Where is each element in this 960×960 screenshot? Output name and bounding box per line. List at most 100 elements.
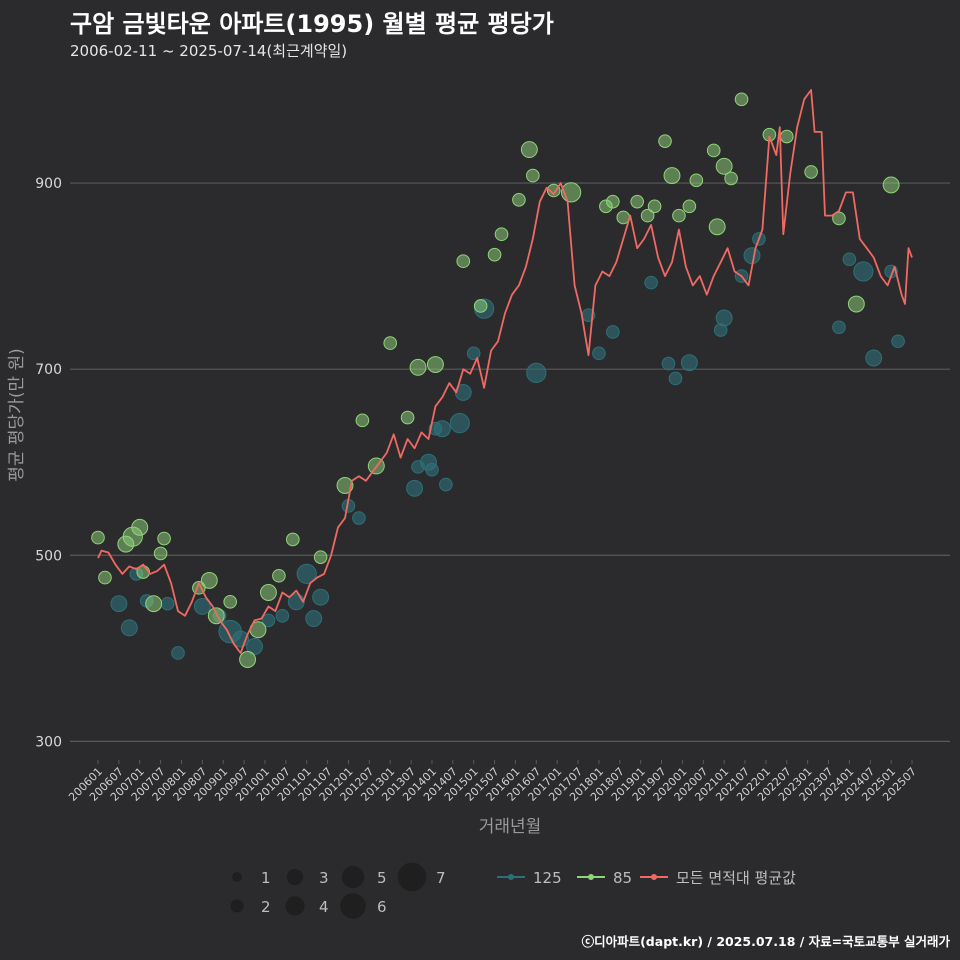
- point-85: [91, 530, 105, 545]
- size-legend-dot: [286, 868, 304, 886]
- point-85: [847, 295, 865, 313]
- point-85: [383, 336, 398, 350]
- point-85: [400, 410, 415, 425]
- point-85: [409, 358, 427, 376]
- point-125: [644, 275, 658, 290]
- point-85: [145, 595, 163, 613]
- point-85: [708, 218, 726, 236]
- point-125: [526, 362, 547, 383]
- point-125: [425, 462, 439, 477]
- point-125: [439, 477, 453, 492]
- size-legend-label: 4: [319, 898, 329, 916]
- point-85: [630, 194, 644, 209]
- point-85: [200, 571, 218, 589]
- size-legend-dot: [397, 862, 427, 892]
- y-tick-label: 500: [35, 548, 62, 564]
- footer-credit: ⓒ디아파트(dapt.kr) / 2025.07.18 / 자료=국토교통부 실…: [581, 934, 950, 949]
- point-85: [734, 92, 749, 107]
- point-85: [689, 173, 704, 188]
- point-125: [661, 356, 676, 371]
- point-85: [487, 247, 502, 262]
- legend-point-key: [651, 874, 657, 880]
- point-125: [449, 413, 470, 434]
- size-legend-label: 2: [261, 898, 271, 916]
- legend-series-label: 모든 면적대 평균값: [676, 869, 796, 887]
- chart-title: 구암 금빛타운 아파트(1995) 월별 평균 평당가: [70, 10, 554, 38]
- point-125: [433, 420, 451, 438]
- point-85: [494, 227, 509, 242]
- y-tick-label: 900: [35, 176, 62, 192]
- point-125: [715, 309, 733, 327]
- point-85: [223, 595, 237, 609]
- point-125: [606, 325, 620, 339]
- size-legend-dot: [285, 896, 305, 916]
- line-all-areas: [97, 89, 913, 654]
- point-85: [260, 584, 277, 601]
- point-125: [853, 261, 874, 282]
- point-125: [110, 595, 128, 613]
- point-85: [157, 531, 171, 546]
- point-85: [672, 208, 686, 223]
- point-125: [171, 646, 185, 660]
- point-85: [131, 518, 149, 536]
- series-85-layer: [91, 92, 900, 668]
- point-125: [406, 479, 424, 497]
- point-85: [647, 199, 662, 214]
- size-legend-dot: [230, 899, 244, 913]
- point-85: [640, 208, 655, 223]
- point-85: [239, 651, 257, 668]
- point-85: [520, 141, 538, 159]
- size-legend-label: 7: [436, 869, 446, 887]
- point-85: [663, 167, 681, 185]
- point-125: [305, 610, 323, 628]
- point-85: [882, 176, 900, 194]
- point-125: [352, 511, 366, 525]
- point-85: [207, 607, 225, 625]
- point-125: [592, 346, 606, 361]
- point-125: [246, 638, 263, 655]
- y-axis-title: 평균 평당가(만 원): [7, 348, 27, 482]
- legend: 1 2 3 4 5 6 7 125 85 모든 면적대 평균값: [230, 862, 796, 919]
- point-85: [473, 299, 488, 313]
- series-all-layer: [97, 89, 913, 654]
- point-85: [682, 199, 697, 214]
- point-85: [606, 194, 620, 209]
- point-85: [832, 211, 846, 226]
- size-legend-dot: [340, 893, 366, 919]
- point-85: [804, 165, 818, 179]
- point-125: [275, 608, 290, 623]
- point-85: [546, 183, 561, 198]
- point-85: [272, 568, 286, 583]
- size-legend-label: 3: [319, 869, 329, 887]
- point-125: [193, 598, 211, 615]
- point-85: [153, 546, 168, 561]
- point-125: [865, 349, 883, 367]
- point-125: [743, 247, 761, 265]
- point-85: [336, 477, 354, 494]
- point-125: [466, 346, 481, 361]
- grid-layer: [70, 182, 950, 742]
- point-85: [286, 532, 300, 547]
- point-85: [456, 254, 471, 269]
- legend-point-key: [588, 874, 594, 880]
- size-legend-dot: [232, 872, 242, 882]
- point-125: [832, 320, 846, 335]
- point-85: [98, 570, 112, 585]
- y-tick-label: 300: [35, 734, 62, 750]
- y-tick-label: 700: [35, 362, 62, 378]
- point-85: [724, 171, 738, 186]
- point-85: [512, 193, 526, 207]
- chart-subtitle: 2006-02-11 ~ 2025-07-14(최근계약일): [70, 42, 348, 60]
- point-125: [312, 588, 330, 606]
- size-legend-dot: [341, 865, 365, 889]
- point-125: [120, 619, 138, 637]
- point-85: [715, 157, 733, 175]
- size-legend-label: 6: [377, 898, 387, 916]
- x-axis-title: 거래년월: [479, 817, 542, 837]
- point-85: [779, 129, 794, 144]
- point-125: [261, 613, 276, 628]
- point-125: [842, 252, 857, 267]
- point-85: [658, 134, 672, 148]
- size-legend-label: 1: [261, 869, 271, 887]
